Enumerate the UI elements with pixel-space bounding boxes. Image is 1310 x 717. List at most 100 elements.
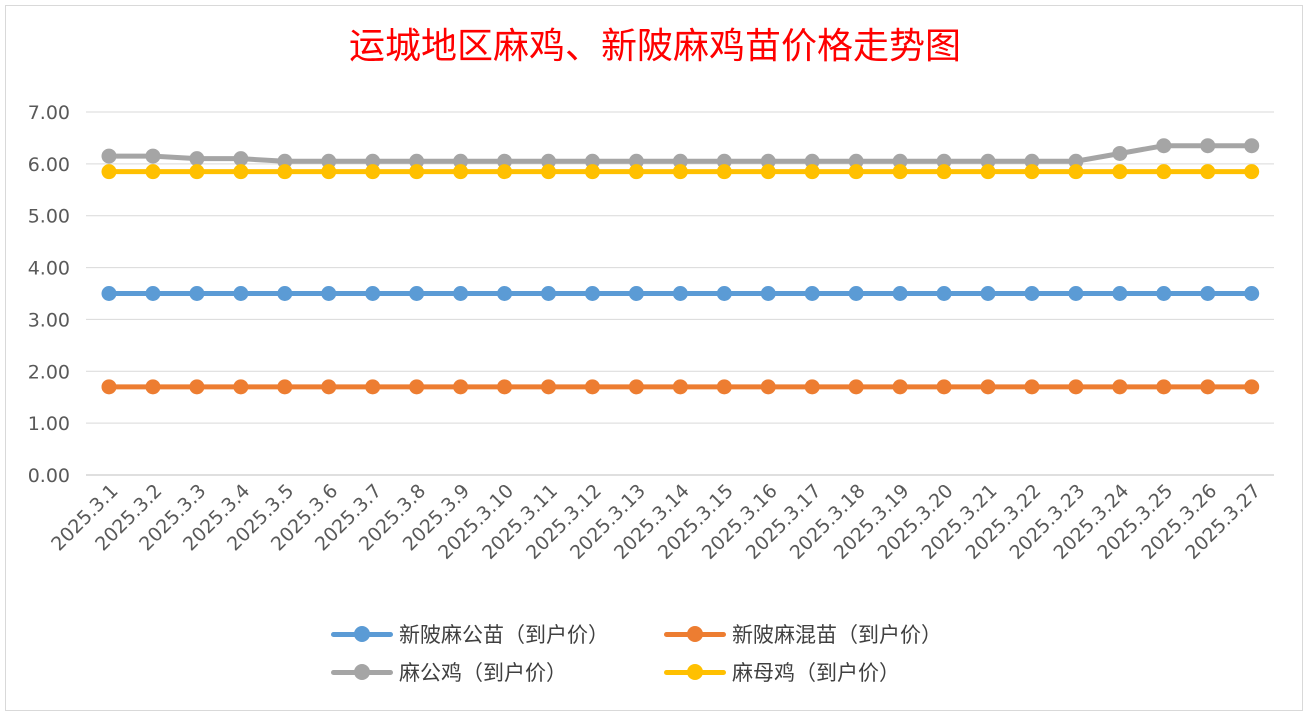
data-point <box>804 379 820 395</box>
data-point <box>277 153 293 169</box>
data-point <box>101 148 117 164</box>
data-point <box>584 153 600 169</box>
data-point <box>189 151 205 167</box>
y-tick-label: 0.00 <box>28 465 70 487</box>
data-point <box>672 379 688 395</box>
data-point <box>1200 164 1216 180</box>
data-point <box>189 286 205 301</box>
data-point <box>980 164 996 180</box>
data-point <box>233 286 249 301</box>
data-point <box>716 286 732 301</box>
data-point <box>145 379 161 395</box>
legend-swatch <box>664 616 726 652</box>
legend-item: 麻母鸡（到户价） <box>664 654 900 690</box>
data-point <box>453 153 469 169</box>
data-point <box>1112 286 1128 301</box>
data-point <box>497 379 513 395</box>
legend-label: 麻母鸡（到户价） <box>732 661 900 685</box>
data-point <box>1156 164 1172 180</box>
data-point <box>101 164 117 180</box>
data-point <box>1068 153 1084 169</box>
data-point <box>760 164 776 180</box>
data-point <box>365 286 381 301</box>
data-point <box>1024 286 1040 301</box>
data-point <box>409 153 425 169</box>
legend-marker <box>354 664 370 680</box>
data-point <box>1200 286 1216 301</box>
data-point <box>1024 153 1040 169</box>
data-point <box>541 286 556 301</box>
data-point <box>1024 164 1040 180</box>
legend-marker <box>687 664 703 680</box>
data-point <box>848 153 864 169</box>
legend-swatch <box>664 654 726 690</box>
legend-item: 新陂麻公苗（到户价） <box>331 616 609 652</box>
data-point <box>628 286 644 301</box>
data-point <box>321 164 337 180</box>
data-point <box>409 379 425 395</box>
data-point <box>892 153 908 169</box>
legend-swatch <box>331 654 393 690</box>
data-point <box>628 164 644 180</box>
data-point <box>189 164 205 180</box>
legend-item: 麻公鸡（到户价） <box>331 654 567 690</box>
data-point <box>716 379 732 395</box>
y-tick-label: 5.00 <box>28 206 70 228</box>
data-point <box>584 286 600 301</box>
data-point <box>101 286 117 301</box>
data-point <box>321 379 337 395</box>
data-point <box>497 286 513 301</box>
data-point <box>1068 286 1084 301</box>
data-point <box>628 153 644 169</box>
data-point <box>453 286 469 301</box>
data-point <box>1068 164 1084 180</box>
data-point <box>936 153 952 169</box>
data-point <box>1112 145 1128 161</box>
y-tick-label: 3.00 <box>28 309 70 331</box>
legend-label: 新陂麻公苗（到户价） <box>399 623 609 647</box>
chart-frame <box>5 5 1303 711</box>
data-point <box>321 286 337 301</box>
data-point <box>760 379 776 395</box>
data-point <box>1200 138 1216 154</box>
data-point <box>541 379 556 395</box>
data-point <box>672 164 688 180</box>
y-tick-label: 1.00 <box>28 413 70 435</box>
data-point <box>233 379 249 395</box>
legend-item: 新陂麻混苗（到户价） <box>664 616 942 652</box>
data-point <box>145 164 161 180</box>
data-point <box>892 379 908 395</box>
legend-label: 麻公鸡（到户价） <box>399 661 567 685</box>
data-point <box>497 153 513 169</box>
y-tick-label: 4.00 <box>28 258 70 280</box>
data-point <box>760 153 776 169</box>
data-point <box>453 379 469 395</box>
data-point <box>365 379 381 395</box>
data-point <box>672 153 688 169</box>
data-point <box>1156 379 1172 395</box>
y-tick-label: 2.00 <box>28 361 70 383</box>
data-point <box>716 164 732 180</box>
data-point <box>1112 379 1128 395</box>
data-point <box>848 379 864 395</box>
data-point <box>936 286 952 301</box>
legend-swatch <box>331 616 393 652</box>
data-point <box>1024 379 1040 395</box>
data-point <box>145 148 161 164</box>
data-point <box>804 286 820 301</box>
legend-marker <box>354 626 370 642</box>
data-point <box>233 151 249 167</box>
legend-marker <box>687 626 703 642</box>
data-point <box>936 164 952 180</box>
chart-title: 运城地区麻鸡、新陂麻鸡苗价格走势图 <box>348 26 961 67</box>
data-point <box>409 286 425 301</box>
data-point <box>541 164 556 180</box>
data-point <box>804 153 820 169</box>
data-point <box>1156 138 1172 154</box>
data-point <box>189 379 205 395</box>
data-point <box>848 164 864 180</box>
data-point <box>101 379 117 395</box>
data-point <box>1156 286 1172 301</box>
data-point <box>541 153 556 169</box>
